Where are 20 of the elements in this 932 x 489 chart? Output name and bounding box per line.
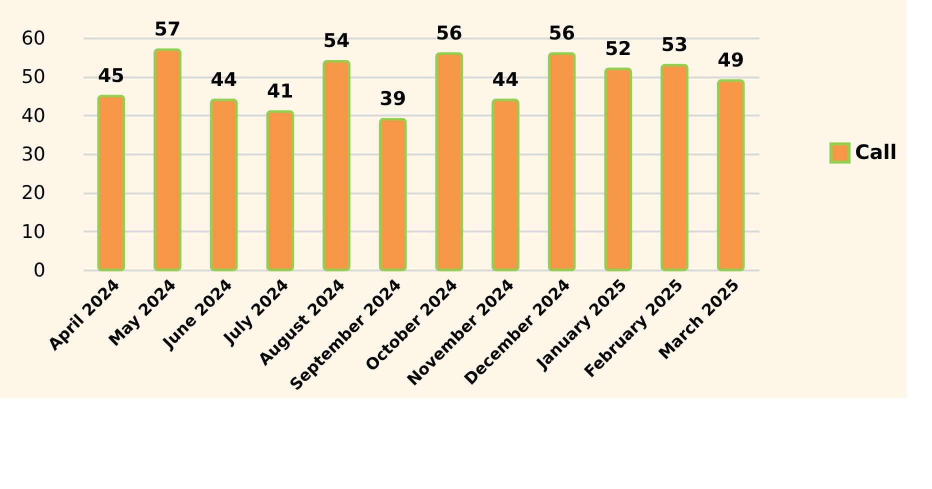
data-label: 49: [718, 50, 744, 72]
data-label: 53: [661, 34, 688, 56]
data-label: 45: [98, 65, 124, 87]
data-label: 54: [323, 30, 350, 52]
y-tick-label: 40: [21, 104, 46, 127]
data-label: 41: [266, 80, 294, 102]
y-tick-label: 10: [21, 220, 46, 243]
y-tick-label: 60: [21, 28, 46, 50]
data-label: 44: [210, 68, 238, 91]
y-tick-label: 30: [21, 144, 46, 166]
data-label: 44: [492, 68, 519, 91]
data-label: 56: [548, 22, 576, 44]
data-label: 56: [436, 22, 462, 44]
y-tick-label: 20: [21, 182, 46, 204]
data-label: 52: [604, 38, 632, 60]
data-label: 57: [154, 18, 181, 41]
legend-label: Call: [855, 140, 897, 164]
y-tick-label: 50: [21, 66, 46, 88]
y-tick-label: 0: [33, 260, 46, 282]
data-label: 39: [380, 88, 406, 110]
